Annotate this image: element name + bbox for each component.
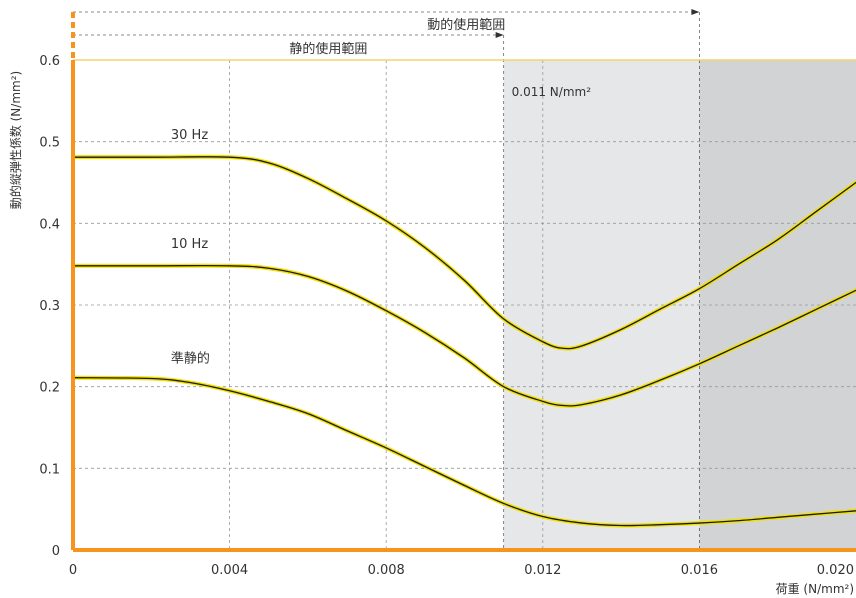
dynamic-range-arrowhead: [691, 9, 700, 15]
y-tick-label-1: 0.1: [39, 462, 60, 477]
y-tick-label-0: 0: [52, 544, 60, 559]
y-tick-label-4: 0.4: [39, 217, 60, 232]
x-tick-label-3: 0.012: [524, 563, 561, 578]
y-tick-label-2: 0.2: [39, 381, 60, 396]
threshold-label: 0.011 N/mm²: [512, 85, 592, 99]
grid-lines: [73, 12, 856, 550]
series-line-1: [72, 264, 856, 407]
x-tick-label-5: 0.020: [817, 563, 854, 578]
series-curves: [71, 154, 856, 528]
y-tick-label-6: 0.6: [39, 54, 60, 69]
y-tick-label-3: 0.3: [39, 299, 60, 314]
x-tick-label-4: 0.016: [681, 563, 718, 578]
y-axis-label: 動的縦弾性係数 (N/mm²): [8, 71, 23, 209]
series-label-quasi-static: 準静的: [171, 351, 210, 367]
x-axis-label: 荷重 (N/mm²): [776, 582, 854, 596]
axes: [71, 60, 856, 552]
x-tick-label-0: 0: [69, 563, 77, 578]
x-tick-label-2: 0.008: [368, 563, 405, 578]
static-range-label: 静的使用範囲: [289, 41, 367, 57]
series-label-30hz: 30 Hz: [171, 128, 208, 143]
series-label-10hz: 10 Hz: [171, 237, 208, 252]
x-tick-label-1: 0.004: [211, 563, 248, 578]
static-range-arrowhead: [495, 32, 504, 38]
y-tick-label-5: 0.5: [39, 136, 60, 151]
series-line-2: [72, 377, 856, 527]
series-line-0: [72, 156, 856, 350]
usage-range-arrows: [71, 9, 700, 60]
tick-labels: 0 0.1 0.2 0.3 0.4 0.5 0.6 0 0.004 0.008 0.012 0.016…: [39, 54, 854, 578]
dynamic-range-label: 動的使用範囲: [427, 17, 505, 33]
